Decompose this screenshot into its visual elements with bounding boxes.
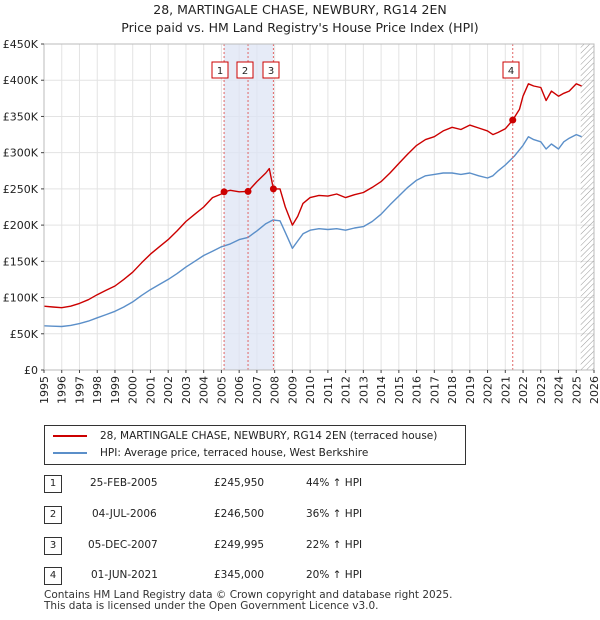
y-tick-label: £200K — [3, 219, 39, 232]
forecast-hatch — [580, 44, 594, 370]
x-tick-label: 2023 — [535, 376, 548, 404]
sale-point — [509, 116, 517, 124]
x-tick-label: 2020 — [482, 376, 495, 404]
legend-item-hpi: HPI: Average price, terraced house, West… — [45, 445, 465, 461]
sale-label-box — [262, 61, 280, 79]
footer-attribution: Contains HM Land Registry data © Crown c… — [44, 590, 452, 612]
y-tick-label: £250K — [3, 183, 39, 196]
chart-title-address: 28, MARTINGALE CHASE, NEWBURY, RG14 2EN — [153, 2, 447, 17]
legend-item-property: 28, MARTINGALE CHASE, NEWBURY, RG14 2EN … — [45, 428, 465, 444]
footer-licence: This data is licensed under the Open Gov… — [44, 600, 379, 612]
x-tick-label: 2014 — [375, 376, 388, 404]
transaction-date: 25-FEB-2005 — [90, 477, 158, 489]
transaction-price: £246,500 — [214, 508, 265, 520]
x-tick-label: 2004 — [198, 376, 211, 404]
x-tick-label: 2019 — [464, 376, 477, 404]
x-tick-label: 1996 — [56, 376, 69, 404]
legend-label-property: 28, MARTINGALE CHASE, NEWBURY, RG14 2EN … — [100, 430, 438, 442]
y-tick-label: £450K — [3, 38, 39, 51]
transaction-hpi-change: 22% ↑ HPI — [306, 539, 363, 551]
transaction-date: 05-DEC-2007 — [88, 539, 158, 551]
x-tick-label: 2010 — [304, 376, 317, 404]
x-tick-label: 2009 — [286, 376, 299, 404]
x-tick-label: 2021 — [499, 376, 512, 404]
transaction-number: 1 — [44, 475, 62, 493]
y-tick-label: £350K — [3, 110, 39, 123]
y-tick-label: £100K — [3, 292, 39, 305]
legend-label-hpi: HPI: Average price, terraced house, West… — [100, 447, 369, 459]
x-tick-label: 1995 — [38, 376, 51, 404]
x-tick-label: 2002 — [162, 376, 175, 404]
x-tick-label: 2018 — [446, 376, 459, 404]
x-tick-label: 2016 — [411, 376, 424, 404]
transaction-hpi-change: 36% ↑ HPI — [306, 508, 363, 520]
x-tick-label: 2017 — [428, 376, 441, 404]
transaction-price: £345,000 — [214, 569, 265, 581]
transaction-number: 2 — [44, 506, 62, 524]
transaction-price: £249,995 — [214, 539, 265, 551]
footer-copyright: Contains HM Land Registry data © Crown c… — [44, 589, 453, 601]
chart-title-subtitle: Price paid vs. HM Land Registry's House … — [121, 20, 479, 35]
transaction-date: 04-JUL-2006 — [92, 508, 157, 520]
x-tick-label: 2007 — [251, 376, 264, 404]
legend-line-red — [53, 435, 87, 437]
sale-label-number: 2 — [242, 66, 248, 77]
sale-point — [269, 185, 277, 193]
transaction-row: 3 05-DEC-2007 £249,995 22% ↑ HPI — [44, 537, 564, 555]
transaction-row: 1 25-FEB-2005 £245,950 44% ↑ HPI — [44, 475, 564, 493]
sale-label-box — [236, 61, 254, 79]
chart-legend: 28, MARTINGALE CHASE, NEWBURY, RG14 2EN … — [44, 425, 466, 465]
x-tick-label: 1999 — [109, 376, 122, 404]
sale-point — [244, 187, 252, 195]
x-tick-label: 2006 — [233, 376, 246, 404]
x-tick-label: 2000 — [127, 376, 140, 404]
price-chart: 1 2 3 4 £0 £50K £100K £150K £200K £250K £300K £350… — [3, 38, 600, 404]
x-tick-label: 2026 — [588, 376, 600, 404]
x-tick-label: 2008 — [269, 376, 282, 404]
transaction-hpi-change: 44% ↑ HPI — [306, 477, 363, 489]
sale-label-number: 1 — [217, 66, 223, 77]
transaction-number: 4 — [44, 567, 62, 585]
y-tick-label: £400K — [3, 74, 39, 87]
y-tick-label: £150K — [3, 255, 39, 268]
x-tick-label: 2003 — [180, 376, 193, 404]
property-price-line — [43, 83, 582, 309]
sale-label-number: 4 — [508, 66, 514, 77]
y-tick-label: £0 — [24, 364, 38, 377]
x-tick-label: 2015 — [393, 376, 406, 404]
plot-frame — [43, 43, 595, 371]
x-tick-label: 2012 — [340, 376, 353, 404]
y-tick-label: £50K — [10, 328, 39, 341]
x-tick-label: 2024 — [553, 376, 566, 404]
transaction-number: 3 — [44, 537, 62, 555]
transaction-row: 2 04-JUL-2006 £246,500 36% ↑ HPI — [44, 506, 564, 524]
y-tick-label: £300K — [3, 147, 39, 160]
sale-label-box — [211, 61, 229, 79]
x-tick-label: 1998 — [91, 376, 104, 404]
x-tick-label: 2025 — [570, 376, 583, 404]
plot-area — [44, 44, 594, 370]
x-tick-label: 2011 — [322, 376, 335, 404]
sale-label-box — [502, 61, 520, 79]
x-tick-label: 2001 — [144, 376, 157, 404]
transaction-row: 4 01-JUN-2021 £345,000 20% ↑ HPI — [44, 567, 564, 585]
sale-point — [220, 188, 228, 196]
transaction-date: 01-JUN-2021 — [91, 569, 158, 581]
legend-line-blue — [53, 452, 87, 454]
transaction-hpi-change: 20% ↑ HPI — [306, 569, 363, 581]
x-tick-label: 2013 — [357, 376, 370, 404]
x-tick-label: 2022 — [517, 376, 530, 404]
x-tick-label: 1997 — [73, 376, 86, 404]
sale-period-shade — [224, 44, 274, 370]
transaction-price: £245,950 — [214, 477, 265, 489]
sale-label-number: 3 — [268, 66, 274, 77]
x-tick-label: 2005 — [215, 376, 228, 404]
